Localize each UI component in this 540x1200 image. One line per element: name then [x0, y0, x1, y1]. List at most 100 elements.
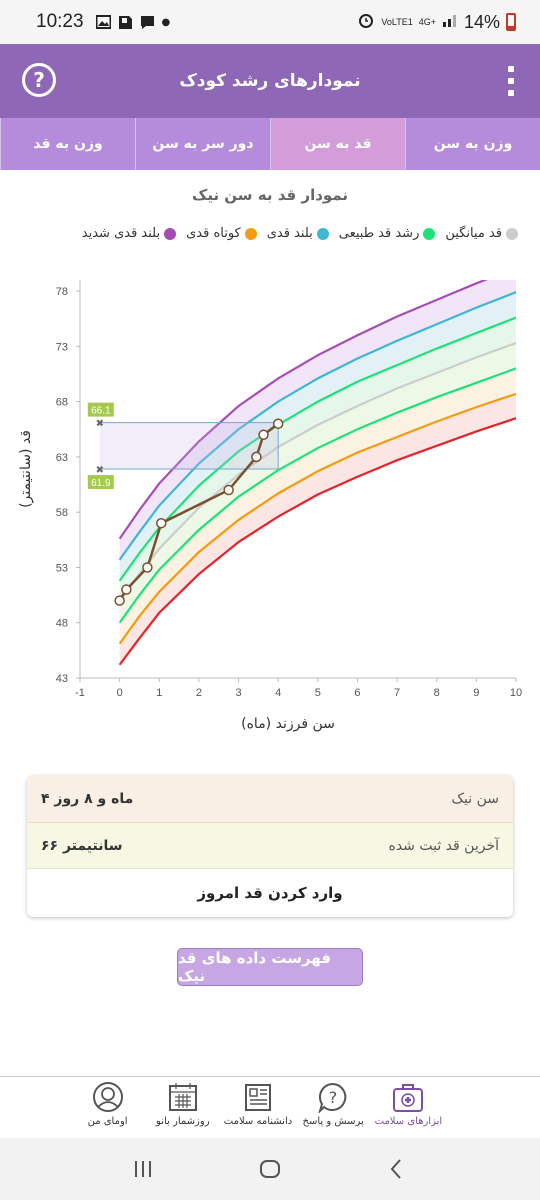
- height-label: آخرین قد ثبت شده: [388, 837, 500, 854]
- range-badge: [87, 475, 114, 490]
- network-label: VoLTE1: [381, 16, 413, 27]
- x-tick-label: 10: [510, 687, 522, 699]
- tab-weight-age[interactable]: وزن به سن: [405, 118, 540, 170]
- nav-profile[interactable]: اومای من: [70, 1081, 145, 1127]
- medical-kit-icon: [393, 1084, 424, 1112]
- range-badge: [87, 402, 114, 417]
- legend-item: کوتاه قدی: [186, 226, 257, 241]
- age-value: ۴ ماه و ۸ روز: [41, 791, 134, 807]
- app-bar: ? نمودارهای رشد کودک: [0, 44, 540, 118]
- x-tick-label: 0: [117, 687, 123, 699]
- series-line: [118, 341, 516, 603]
- band-area: [119, 317, 516, 602]
- legend-label: بلند قدی: [266, 226, 313, 241]
- signal-icon: [442, 12, 458, 33]
- question-bubble-icon: ?: [318, 1082, 347, 1113]
- height-row: ۶۶ سانتیمتر آخرین قد ثبت شده: [27, 823, 513, 869]
- range-band: [99, 422, 279, 470]
- system-nav: [0, 1138, 540, 1200]
- child-height-point: [223, 484, 234, 496]
- battery-text: 14%: [463, 11, 500, 32]
- nav-label: روزشمار بانو: [156, 1116, 210, 1127]
- more-vertical-icon[interactable]: [508, 66, 516, 96]
- legend-label: قد میانگین: [445, 226, 502, 241]
- page-title: نمودارهای رشد کودک: [179, 71, 361, 91]
- y-tick-label: 53: [56, 562, 68, 574]
- x-tick-label: 4: [275, 687, 281, 699]
- child-height-point: [272, 418, 284, 429]
- home-icon[interactable]: [258, 1157, 282, 1181]
- status-bar: 10:23 ● VoLTE1 4G+ 14%: [0, 0, 540, 44]
- battery-icon: [506, 13, 516, 31]
- legend-label: بلند قدی شدید: [81, 226, 161, 241]
- x-tick-label: 5: [315, 687, 321, 699]
- back-icon[interactable]: [385, 1157, 409, 1181]
- nav-label: دانشنامه سلامت: [223, 1116, 293, 1127]
- chart-title: نمودار قد به سن نیک: [191, 186, 349, 204]
- band-area: [119, 368, 516, 644]
- nav-qa[interactable]: ? پرسش و پاسخ: [296, 1081, 371, 1127]
- y-tick-label: 63: [56, 452, 68, 464]
- height-list-button[interactable]: فهرست داده های قد نیک: [177, 948, 363, 986]
- legend-item: بلند قدی: [267, 226, 329, 241]
- series-line: [118, 316, 516, 582]
- legend-dot-icon: [164, 227, 177, 240]
- net-type-label: 4G+: [418, 16, 436, 27]
- message-icon: [140, 15, 155, 30]
- x-tick-label: 7: [394, 687, 400, 699]
- nav-calendar[interactable]: روزشمار بانو: [145, 1081, 220, 1127]
- band-area: [119, 343, 516, 623]
- series-line: [118, 280, 488, 540]
- nav-encyclopedia[interactable]: دانشنامه سلامت: [220, 1081, 295, 1127]
- add-height-button[interactable]: وارد کردن قد امروز: [197, 884, 343, 902]
- alarm-icon: [357, 11, 375, 34]
- x-tick-label: 1: [156, 687, 162, 699]
- y-tick-label: 73: [56, 341, 68, 353]
- child-height-point: [258, 429, 269, 441]
- height-value: ۶۶ سانتیمتر: [41, 837, 123, 854]
- child-height-point: [114, 595, 125, 606]
- nav-health-tools[interactable]: ابزارهای سلامت: [371, 1081, 446, 1127]
- x-tick-label: 3: [235, 687, 241, 699]
- legend-dot-icon: [506, 227, 518, 240]
- recent-apps-icon[interactable]: [131, 1157, 155, 1181]
- notification-dot-icon: ●: [161, 16, 171, 28]
- x-tick-label: 6: [354, 687, 360, 699]
- series-line: [118, 291, 516, 561]
- newspaper-icon: [244, 1084, 271, 1111]
- tab-head-age[interactable]: دور سر به سن: [135, 118, 270, 170]
- range-badge-label: 66.1: [91, 406, 111, 417]
- nav-label: پرسش و پاسخ: [302, 1116, 364, 1127]
- age-label: سن نیک: [451, 791, 500, 807]
- age-row: ۴ ماه و ۸ روز سن نیک: [27, 776, 513, 823]
- y-tick-label: 78: [56, 286, 68, 298]
- x-axis-label: سن فرزند (ماه): [241, 716, 335, 732]
- legend-item: بلند قدی شدید: [81, 226, 177, 241]
- child-height-point: [251, 451, 262, 463]
- legend-dot-icon: [423, 227, 436, 240]
- x-tick-label: -1: [75, 687, 85, 699]
- y-axis-label: قد (سانتیمتر): [18, 430, 34, 508]
- tab-height-age[interactable]: قد به سن: [270, 118, 405, 170]
- x-tick-label: 8: [434, 687, 440, 699]
- tab-weight-height[interactable]: وزن به قد: [0, 118, 135, 170]
- status-time: 10:23: [36, 11, 84, 32]
- series-line: [118, 367, 516, 624]
- range-x-marker: ✖: [96, 465, 104, 476]
- legend-item: رشد قد طبیعی: [339, 226, 436, 241]
- legend-label: کوتاه قدی: [186, 226, 241, 241]
- plot-area: [118, 280, 516, 666]
- range-x-marker: ✖: [96, 419, 104, 430]
- info-card: ۴ ماه و ۸ روز سن نیک ۶۶ سانتیمتر آخرین ق…: [27, 776, 513, 917]
- help-circle-icon[interactable]: ?: [22, 63, 56, 97]
- y-tick-label: 43: [56, 673, 68, 685]
- tab-bar: وزن به سن قد به سن دور سر به سن وزن به ق…: [0, 118, 540, 170]
- nav-label: ابزارهای سلامت: [374, 1116, 443, 1127]
- y-tick-label: 48: [56, 618, 68, 630]
- child-height-point: [121, 584, 132, 595]
- x-tick-label: 9: [473, 687, 479, 699]
- band-area: [119, 393, 516, 665]
- user-avatar-icon: [92, 1082, 123, 1112]
- svg-text:?: ?: [329, 1088, 338, 1107]
